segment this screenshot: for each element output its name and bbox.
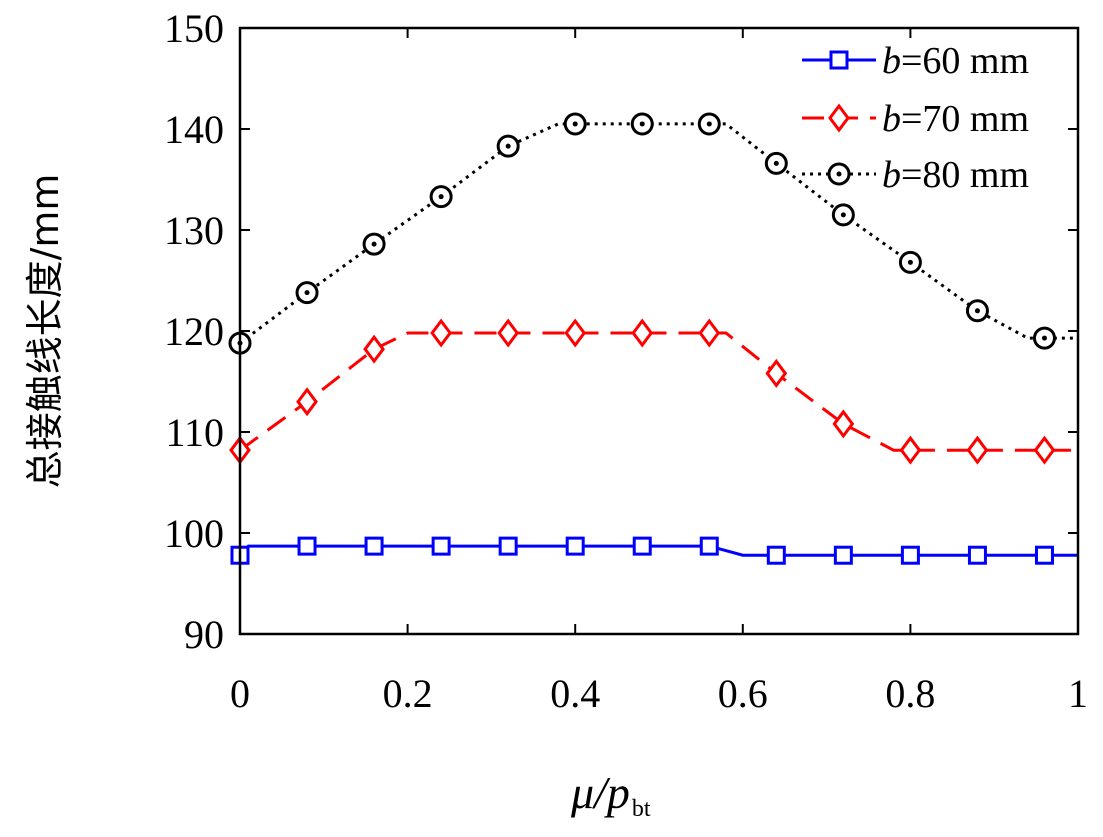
data-point-2-9-dot [840,212,846,218]
data-point-1-12 [1033,435,1056,465]
y-tick-label: 120 [164,309,224,354]
legend-entry-0: b=60 mm [802,40,1029,82]
x-axis-label-sub: bt [632,796,651,822]
x-tick-label: 1 [1068,671,1088,716]
data-point-2-4-dot [505,143,511,149]
data-point-2-10-dot [907,259,913,265]
data-point-1-3 [430,318,452,348]
x-tick-label: 0.6 [718,671,768,716]
data-point-0-3 [431,536,451,556]
legend: b=60 mm b=70 mm b=80 mm [802,40,1029,196]
data-point-1-2 [363,334,385,364]
y-tick-label: 130 [164,208,224,253]
y-tick-label: 100 [164,511,224,556]
data-point-0-12 [1034,545,1054,565]
data-point-0-1 [297,536,317,556]
data-point-1-9 [832,409,855,439]
data-point-2-2-dot [371,241,377,247]
series-line-1 [239,331,1078,452]
data-point-2-8-dot [773,160,779,166]
y-tick-label: 110 [165,410,224,455]
data-point-1-5 [564,318,587,348]
legend-entry-1: b=70 mm [802,98,1029,140]
data-point-0-10 [900,545,920,565]
legend-label-2: b=80 mm [882,154,1029,196]
data-point-1-6 [631,318,654,348]
y-tick-label: 90 [184,612,224,657]
data-point-0-4 [498,536,518,556]
data-point-1-4 [497,318,520,348]
data-point-0-2 [364,536,384,556]
legend-label-1: b=70 mm [882,98,1029,140]
x-tick-label: 0.8 [885,671,935,716]
data-point-0-5 [565,536,585,556]
data-point-0-6 [632,536,652,556]
x-tick-label: 0 [230,671,250,716]
x-axis-label: μ/pbt [570,767,651,822]
series-0 [230,536,1078,565]
data-point-2-5-dot [572,121,578,127]
series-1 [229,318,1078,465]
data-point-1-8 [765,358,788,388]
data-point-0-9 [833,545,853,565]
data-point-2-12-dot [1041,335,1047,341]
data-point-2-6-dot [639,121,645,127]
legend-label-0: b=60 mm [882,40,1029,82]
data-point-1-11 [966,435,989,465]
ticks-layer: 0 0.2 0.4 0.6 0.8 1 90 100 110 120 130 140 150 [164,6,1088,716]
data-point-0-11 [967,545,987,565]
y-tick-label: 140 [164,107,224,152]
series-2 [228,112,1078,355]
data-point-1-1 [296,387,318,417]
series-layer [228,112,1078,565]
data-point-1-7 [698,318,721,348]
x-tick-label: 0.2 [383,671,433,716]
x-axis-label-main: μ/p [570,767,630,818]
legend-marker-2-dot [836,171,842,177]
data-point-2-11-dot [974,308,980,314]
data-point-0-7 [699,536,719,556]
x-tick-label: 0.4 [550,671,600,716]
y-axis-label: 总接触线长度/mm [23,174,67,489]
data-point-2-1-dot [304,290,310,296]
y-tick-label: 150 [164,6,224,51]
data-point-1-10 [899,435,922,465]
data-point-2-3-dot [438,194,444,200]
legend-marker-1 [828,103,850,133]
legend-marker-0 [829,50,849,70]
data-point-2-7-dot [706,121,712,127]
legend-entry-2: b=80 mm [802,154,1029,196]
data-point-0-8 [766,545,786,565]
